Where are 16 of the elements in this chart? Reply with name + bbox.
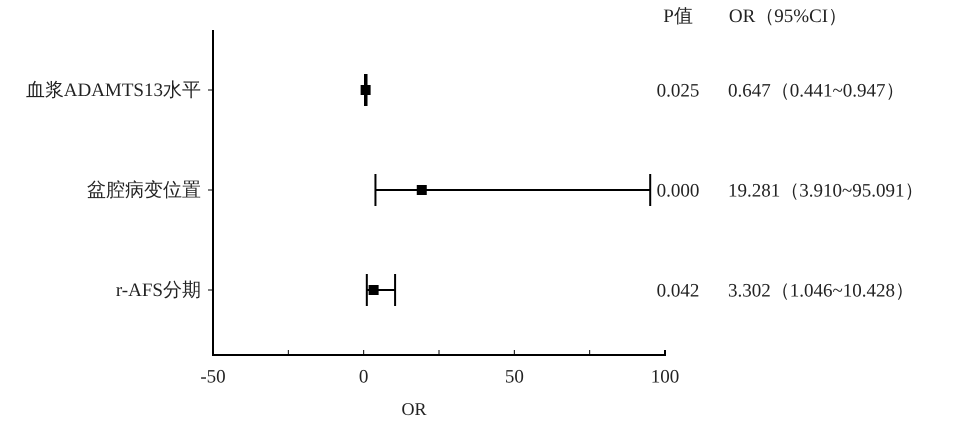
text: 19.281（3.910~95.091）: [728, 180, 924, 202]
x-tick-label: 0: [358, 366, 368, 388]
y-tick-label: 血浆ADAMTS13水平: [26, 80, 201, 102]
x-axis-title: OR: [401, 399, 427, 419]
y-tick-label: r-AFS分期: [116, 280, 201, 302]
annotation: 0.000: [656, 180, 700, 202]
annotation: 0.025: [656, 80, 700, 102]
y-tick-label: 盆腔病变位置: [87, 179, 201, 202]
annotation: 0.042: [656, 280, 700, 302]
text: 3.302（1.046~10.428）: [728, 280, 914, 302]
x-tick-label: 100: [650, 366, 680, 388]
x-tick-label: -50: [200, 366, 226, 388]
text: OR（95%CI）: [728, 6, 848, 27]
text: 0.647（0.441~0.947）: [728, 80, 905, 102]
text: P值: [663, 6, 693, 27]
x-tick-label: 50: [504, 366, 524, 388]
